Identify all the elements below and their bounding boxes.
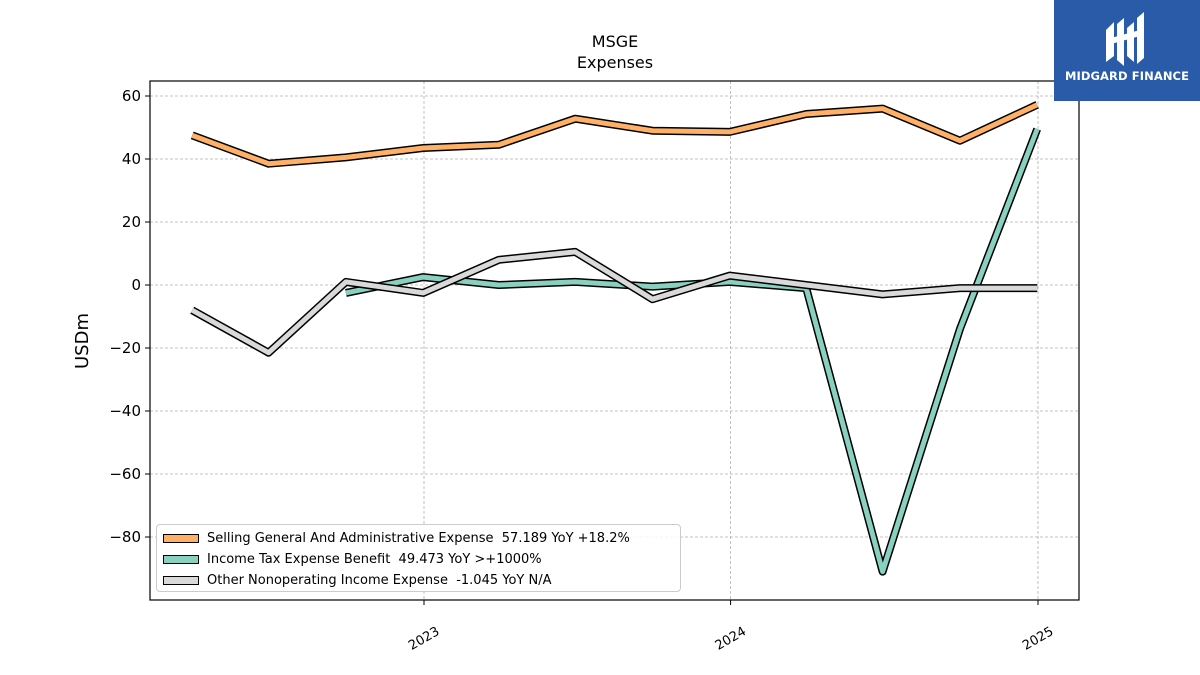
y-tick-label: 0 — [131, 276, 141, 294]
y-tick-label: −60 — [109, 465, 141, 483]
x-tick-label: 2025 — [1020, 624, 1056, 654]
y-tick-label: 60 — [122, 87, 141, 105]
series-line-income-tax — [345, 127, 1041, 576]
y-tick-label: −80 — [109, 528, 141, 546]
y-tick-label: 40 — [122, 150, 141, 168]
brand-logo: MIDGARD FINANCE — [1054, 0, 1200, 101]
series-line-sga — [190, 101, 1039, 168]
x-tick-label: 2023 — [406, 624, 442, 654]
series-line-other-nonoperating — [190, 247, 1038, 357]
legend-swatch-income-tax — [163, 554, 199, 564]
series-line-sga-outline — [190, 101, 1039, 168]
series-line-other-nonoperating-outline — [190, 247, 1038, 357]
chart-title: MSGE — [591, 32, 639, 51]
series-lines — [190, 101, 1041, 576]
legend-label-income-tax: Income Tax Expense Benefit 49.473 YoY >+… — [207, 551, 542, 567]
brand-name: MIDGARD FINANCE — [1064, 69, 1190, 83]
midgard-logo-icon — [1106, 12, 1144, 66]
series-line-income-tax-fill — [345, 128, 1040, 575]
legend: Selling General And Administrative Expen… — [156, 524, 681, 592]
chart-subtitle: Expenses — [576, 53, 654, 72]
legend-swatch-sga — [163, 533, 199, 543]
y-tick-label: −20 — [109, 339, 141, 357]
y-tick-label: −40 — [109, 402, 141, 420]
legend-label-other-nonoperating: Other Nonoperating Income Expense -1.045… — [207, 572, 552, 588]
series-line-other-nonoperating-fill — [190, 249, 1038, 356]
legend-item-income-tax: Income Tax Expense Benefit 49.473 YoY >+… — [163, 550, 542, 568]
legend-label-sga: Selling General And Administrative Expen… — [207, 530, 630, 546]
series-line-sga-fill — [191, 102, 1039, 167]
legend-swatch-other-nonoperating — [163, 575, 199, 585]
legend-item-sga: Selling General And Administrative Expen… — [163, 529, 630, 547]
legend-item-other-nonoperating: Other Nonoperating Income Expense -1.045… — [163, 571, 552, 589]
y-axis: 60 40 20 0 −20 −40 −60 −80 — [109, 87, 150, 546]
grid — [150, 81, 1079, 600]
y-tick-label: 20 — [122, 213, 141, 231]
y-axis-label: USDm — [72, 313, 93, 369]
series-line-income-tax-outline — [345, 127, 1041, 576]
x-tick-label: 2024 — [713, 624, 749, 654]
plot-frame — [149, 80, 1080, 601]
x-axis: 2023 2024 2025 — [406, 600, 1056, 654]
